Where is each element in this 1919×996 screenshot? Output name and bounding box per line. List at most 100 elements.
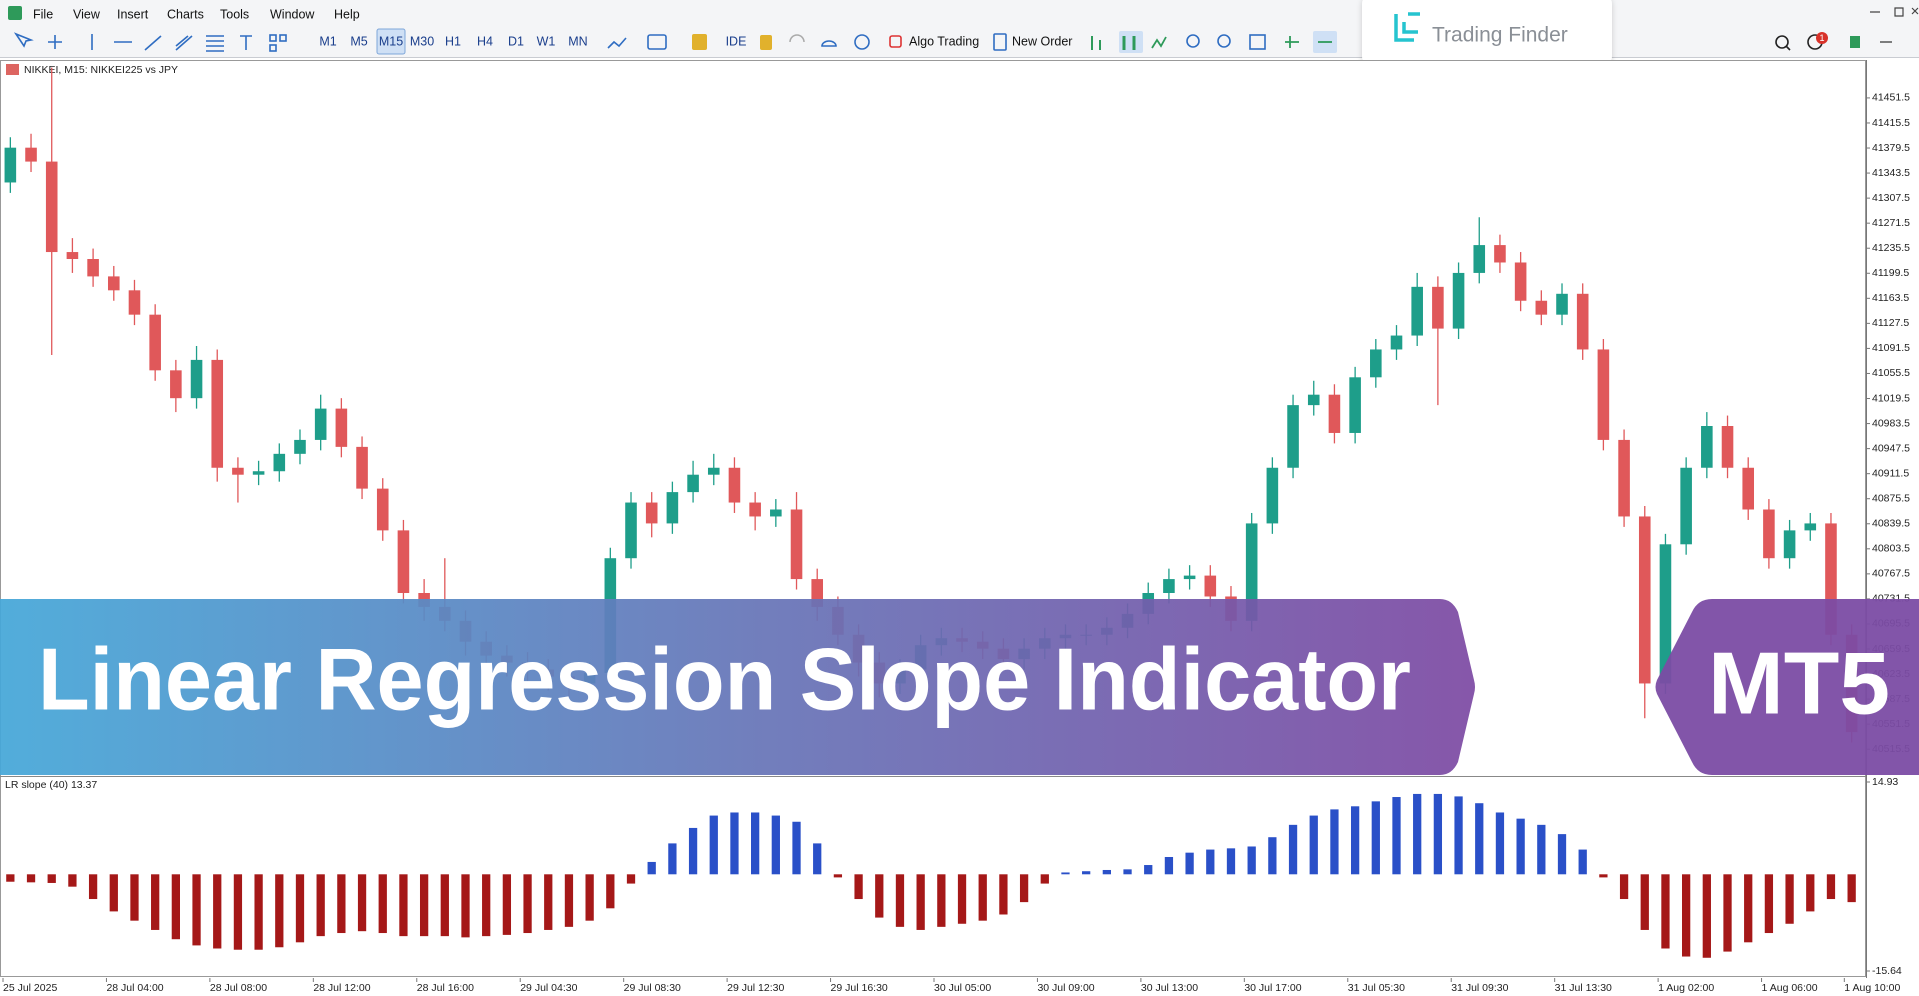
histogram-bar xyxy=(1309,815,1318,875)
candle-body xyxy=(1432,286,1444,329)
x-tick-label: 31 Jul 09:30 xyxy=(1451,982,1508,994)
chart-frame xyxy=(0,60,1866,977)
histogram-bar xyxy=(1826,874,1836,900)
histogram-bar xyxy=(482,874,491,937)
histogram-bar xyxy=(1330,809,1339,875)
toolbar-icons xyxy=(13,7,1919,53)
candle-body xyxy=(170,370,182,399)
logo-text[interactable]: Trading Finder xyxy=(1432,24,1568,47)
histogram-bar xyxy=(999,874,1008,915)
x-tick-label: 28 Jul 04:00 xyxy=(106,982,163,994)
histogram-bar xyxy=(1371,801,1380,875)
histogram-bar xyxy=(813,843,822,875)
histogram-bar xyxy=(1599,874,1608,878)
candle-body xyxy=(1452,272,1465,329)
algo-trading-button[interactable]: Algo Trading xyxy=(909,34,979,48)
histogram-bar xyxy=(730,812,739,875)
histogram-bar xyxy=(1350,806,1360,875)
histogram-bar xyxy=(688,827,698,875)
y-tick-label: 41091.5 xyxy=(1872,342,1910,354)
timeframe-button[interactable]: MN xyxy=(568,34,587,48)
candle-body xyxy=(1618,439,1630,517)
timeframe-button[interactable]: H4 xyxy=(477,34,493,48)
x-tick-label: 28 Jul 08:00 xyxy=(210,982,267,994)
timeframe-button[interactable]: W1 xyxy=(537,34,556,48)
histogram-bar xyxy=(26,874,36,883)
timeframe-button[interactable]: M1 xyxy=(319,34,336,48)
new-order-button[interactable]: New Order xyxy=(1012,34,1072,48)
histogram-bar xyxy=(523,874,532,934)
candle-body xyxy=(314,408,327,440)
y-tick-label: 41271.5 xyxy=(1872,217,1910,229)
candle-body xyxy=(294,439,306,454)
candle-body xyxy=(1680,467,1692,545)
timeframe-button[interactable]: M30 xyxy=(410,34,434,48)
candle-body xyxy=(211,359,224,468)
histogram-bar xyxy=(1723,874,1732,952)
banner-title: Linear Regression Slope Indicator xyxy=(38,629,1411,728)
histogram-bar xyxy=(792,821,801,875)
histogram-bar xyxy=(1475,803,1484,875)
histogram-bar xyxy=(1640,874,1649,930)
y-tick-label: 40911.5 xyxy=(1872,467,1909,479)
candle-body xyxy=(66,252,79,260)
histogram-bar xyxy=(151,874,160,930)
candle-body xyxy=(1742,467,1755,510)
candle-body xyxy=(1783,530,1796,559)
banner-badge xyxy=(1655,599,1919,775)
candle-body xyxy=(728,467,741,503)
candle-body xyxy=(107,276,120,291)
histogram-bar xyxy=(171,874,180,940)
histogram-bar xyxy=(626,874,636,884)
menu-item[interactable]: Tools xyxy=(220,7,249,21)
candle-body xyxy=(1328,394,1341,433)
histogram-bar xyxy=(461,874,470,938)
candle-body xyxy=(1701,426,1713,468)
histogram-bar xyxy=(1164,856,1174,875)
candle-body xyxy=(45,161,58,253)
candle-body xyxy=(1266,467,1279,524)
logo-card xyxy=(1362,0,1612,66)
candle-body xyxy=(1556,293,1568,315)
histogram-bar xyxy=(1516,818,1525,875)
menu-item[interactable]: Window xyxy=(270,7,315,21)
histogram-bar xyxy=(647,861,656,875)
menu-item[interactable]: Insert xyxy=(117,7,149,21)
histogram-bar xyxy=(1537,824,1546,875)
candle-body xyxy=(790,509,803,580)
candle-body xyxy=(1804,523,1817,531)
y-tick-label: 41451.5 xyxy=(1872,92,1910,104)
histogram-bar xyxy=(1019,874,1029,903)
y-tick-label: 40875.5 xyxy=(1872,492,1910,504)
y-tick-label: 41415.5 xyxy=(1872,117,1910,129)
menu-item[interactable]: View xyxy=(73,7,101,21)
x-tick-label: 28 Jul 16:00 xyxy=(417,982,474,994)
y-tick-label: 41343.5 xyxy=(1872,167,1910,179)
histogram-bar xyxy=(1226,848,1236,875)
y-tick-label: -15.64 xyxy=(1872,965,1902,977)
timeframe-button[interactable]: M5 xyxy=(350,34,367,48)
x-tick-label: 1 Aug 10:00 xyxy=(1844,982,1900,994)
histogram-bar xyxy=(1847,874,1856,903)
histogram-bar xyxy=(68,874,77,887)
menu-item[interactable]: Charts xyxy=(167,7,204,21)
menu-item[interactable]: File xyxy=(33,7,53,21)
timeframe-button[interactable]: D1 xyxy=(508,34,524,48)
histogram-bar xyxy=(1495,812,1505,875)
ide-button[interactable]: IDE xyxy=(726,34,747,48)
timeframe-button[interactable]: H1 xyxy=(445,34,461,48)
x-tick-label: 30 Jul 09:00 xyxy=(1037,982,1094,994)
logo-icon xyxy=(1394,12,1420,42)
candle-body xyxy=(1576,293,1589,350)
chart-icon xyxy=(6,64,19,75)
histogram-bar xyxy=(1806,874,1815,912)
y-tick-label: 41163.5 xyxy=(1872,292,1909,304)
x-tick-label: 31 Jul 05:30 xyxy=(1348,982,1405,994)
menu-item[interactable]: Help xyxy=(334,7,360,21)
y-tick-label: 40947.5 xyxy=(1872,442,1910,454)
histogram-bar xyxy=(399,874,408,937)
timeframe-button[interactable]: M15 xyxy=(379,34,403,48)
candle-body xyxy=(87,259,99,277)
candle-body xyxy=(1245,523,1258,621)
